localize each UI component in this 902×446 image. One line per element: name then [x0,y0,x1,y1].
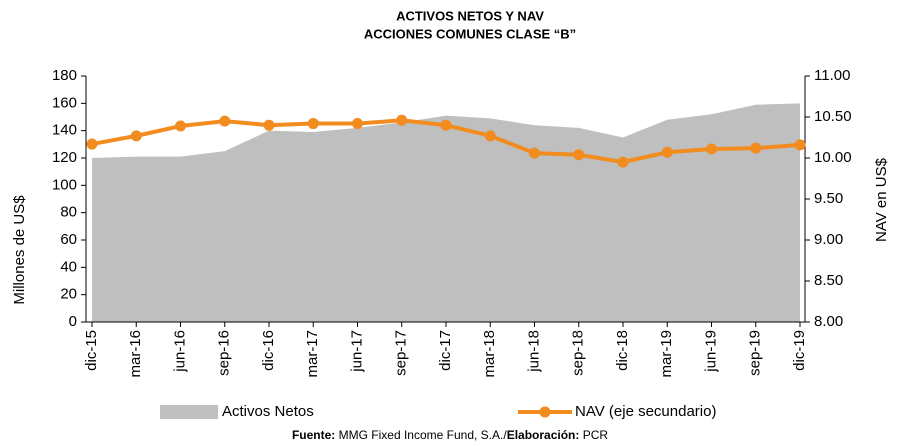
point [573,149,585,161]
y2-tick-label: 10.00 [814,149,852,166]
y2-tick-label: 8.00 [814,313,843,330]
y2-tick-label: 10.50 [814,108,852,125]
y-tick-label: 40 [60,258,77,275]
credit: PCR [583,428,609,442]
source: MMG Fixed Income Fund, S.A./ [339,428,508,442]
x-tick-label: mar-17 [304,330,321,378]
y-tick-label: 180 [52,67,77,84]
chart-title: ACTIVOS NETOS Y NAV [396,8,544,23]
point [219,115,231,127]
y-axis-title: Millones de US$ [11,195,28,305]
x-tick-label: dic-15 [83,330,100,371]
point [396,114,408,126]
point [529,147,540,159]
y2-axis-title: NAV en US$ [873,157,890,242]
point [750,142,762,154]
y2-tick-label: 11.00 [814,67,850,84]
x-tick-label: jun-16 [171,330,188,373]
legend-swatch-marker [539,406,551,418]
area [92,103,800,322]
x-tick-label: jun-19 [702,330,719,373]
y-tick-label: 80 [60,204,77,221]
x-tick-label: mar-19 [658,330,675,378]
y-tick-label: 120 [52,149,77,166]
x-tick-label: sep-19 [747,330,764,376]
point [484,130,496,142]
point [661,146,673,158]
x-tick-label: sep-17 [393,330,410,376]
y2-tick-label: 8.50 [814,272,843,289]
y-tick-label: 140 [52,122,77,139]
point [617,156,629,168]
y2-tick-label: 9.00 [814,231,843,248]
point [794,139,806,151]
y-tick-label: 60 [60,231,77,248]
x-tick-label: dic-18 [614,330,631,371]
point [175,120,186,132]
x-tick-label: dic-16 [260,330,277,371]
x-tick-label: mar-16 [127,330,144,378]
y-tick-label: 160 [52,94,77,111]
source-label: Fuente: [292,428,335,442]
chart-subtitle: ACCIONES COMUNES CLASE “B” [364,26,576,41]
y-tick-label: 20 [60,286,77,303]
point [307,118,319,130]
credit-label: Elaboración: [507,428,580,442]
x-tick-label: dic-17 [437,330,454,371]
x-tick-label: sep-16 [216,330,233,376]
legend-label: NAV (eje secundario) [575,403,716,420]
y2-tick-label: 9.50 [814,190,843,207]
x-tick-label: dic-19 [791,330,808,371]
point [86,138,98,150]
point [352,118,363,130]
point [440,119,452,131]
y-tick-label: 100 [52,176,77,193]
point [130,130,142,142]
y-tick-label: 0 [69,313,77,330]
x-tick-label: sep-18 [570,330,587,376]
source-note: Fuente: MMG Fixed Income Fund, S.A./Elab… [292,428,608,442]
x-tick-label: mar-18 [481,330,498,378]
x-tick-label: jun-18 [525,330,542,373]
legend-label: Activos Netos [222,403,314,420]
point [263,119,275,131]
point [706,143,717,155]
x-tick-label: jun-17 [348,330,365,373]
legend-swatch [160,405,218,419]
